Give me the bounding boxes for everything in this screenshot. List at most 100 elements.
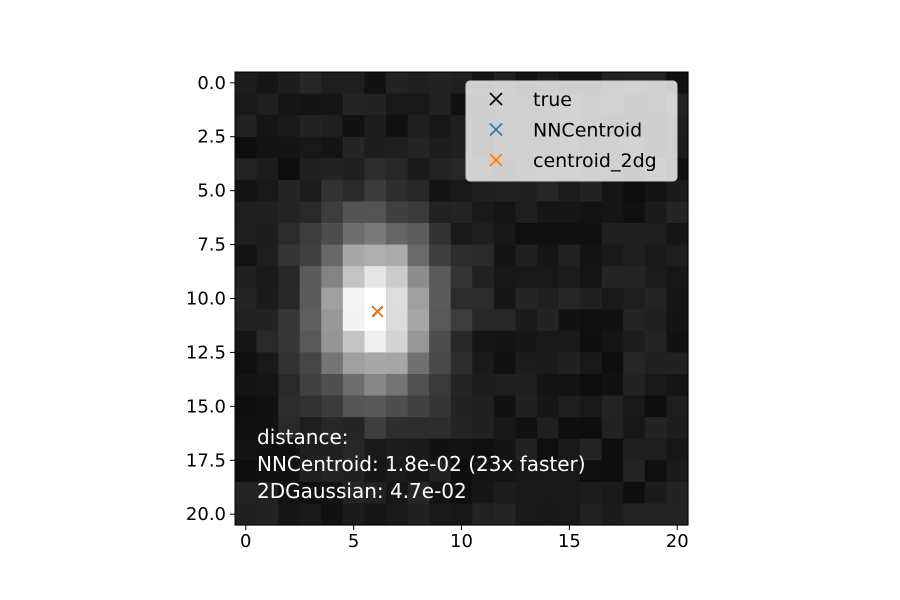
image-pixel [364,201,387,224]
image-pixel [235,352,258,375]
image-pixel [644,503,668,526]
image-pixel [623,374,646,397]
image-pixel [450,287,473,310]
image-pixel [278,136,301,159]
image-pixel [256,309,279,332]
image-pixel [342,223,366,246]
image-pixel [342,266,366,289]
image-pixel [429,266,452,289]
y-tick-label: 5.0 [197,181,226,202]
image-pixel [386,287,409,310]
x-tick-label: 5 [348,531,359,552]
image-pixel [256,330,279,354]
y-tick-label: 17.5 [186,450,226,471]
image-pixel [278,330,301,354]
image-pixel [429,309,452,332]
image-pixel [515,374,538,397]
image-pixel [299,266,322,289]
image-pixel [235,503,258,526]
image-pixel [644,352,668,375]
image-pixel [321,179,344,203]
image-pixel [580,460,603,483]
image-pixel [472,395,495,418]
image-pixel [601,179,624,203]
image-pixel [321,330,344,354]
image-pixel [278,287,301,310]
image-pixel [558,223,581,246]
image-pixel [493,309,517,332]
legend-label-nncentroid: NNCentroid [533,120,642,142]
image-pixel [623,309,646,332]
image-pixel [256,503,279,526]
image-pixel [644,223,668,246]
image-pixel [299,93,322,116]
image-pixel [493,352,517,375]
image-pixel [407,136,430,159]
image-pixel [386,115,409,138]
image-pixel [558,503,581,526]
image-pixel [278,115,301,138]
image-pixel [321,374,344,397]
marker-centroid-2dg [372,306,384,318]
image-pixel [386,244,409,267]
image-pixel [537,330,560,354]
image-pixel [256,223,279,246]
image-pixel [342,201,366,224]
image-pixel [342,244,366,267]
image-pixel [515,201,538,224]
image-pixel [342,352,366,375]
image-pixel [342,460,366,483]
image-pixel [299,503,322,526]
image-pixel [666,503,689,526]
image-pixel [407,395,430,418]
image-pixel [472,201,495,224]
image-pixel [644,438,668,461]
image-pixel [278,438,301,461]
image-pixel [429,72,452,95]
y-tick-label: 10.0 [186,289,226,310]
image-pixel [321,266,344,289]
image-pixel [278,417,301,440]
image-pixel [256,352,279,375]
image-pixel [256,395,279,418]
image-pixel [493,503,517,526]
x-tick-label: 15 [558,531,581,552]
image-pixel [235,481,258,505]
image-pixel [472,330,495,354]
image-pixel [558,395,581,418]
legend: true NNCentroid centroid_2dg [465,80,678,182]
image-pixel [342,503,366,526]
image-pixel [623,266,646,289]
y-tick-label: 12.5 [186,342,226,363]
image-pixel [342,179,366,203]
image-pixel [342,330,366,354]
image-pixel [558,201,581,224]
image-pixel [450,395,473,418]
image-pixel [299,417,322,440]
image-pixel [278,503,301,526]
image-pixel [321,244,344,267]
image-pixel [493,287,517,310]
image-pixel [493,481,517,505]
image-pixel [515,503,538,526]
image-pixel [601,201,624,224]
image-pixel [429,438,452,461]
image-pixel [580,330,603,354]
image-pixel [644,179,668,203]
image-pixel [601,309,624,332]
image-pixel [364,179,387,203]
image-pixel [493,438,517,461]
image-pixel [666,352,689,375]
image-pixel [666,223,689,246]
image-pixel [299,136,322,159]
image-pixel [407,503,430,526]
image-pixel [493,330,517,354]
image-pixel [407,72,430,95]
image-pixel [321,352,344,375]
image-pixel [666,395,689,418]
image-pixel [450,374,473,397]
legend-marker-centroid-2dg [489,153,503,167]
image-pixel [601,223,624,246]
image-pixel [364,223,387,246]
annotation-line: 2DGaussian: 4.7e-02 [257,479,467,503]
